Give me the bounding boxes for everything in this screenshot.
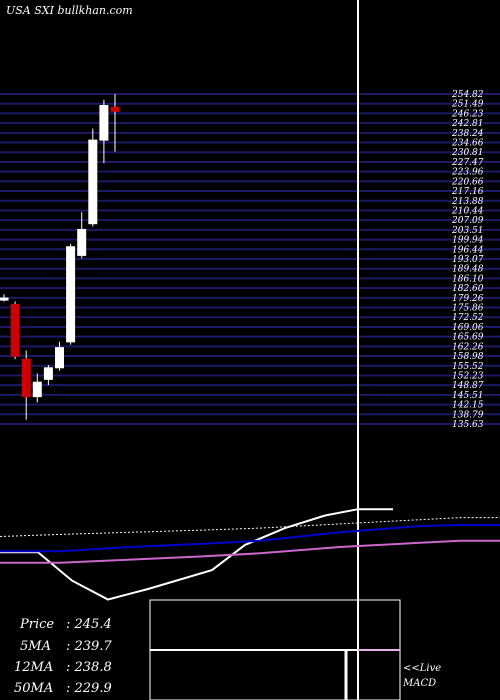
- price-tick-label: 246.23: [451, 109, 484, 119]
- candle-body: [10, 303, 20, 357]
- candle-body: [43, 367, 53, 380]
- candle-body: [0, 297, 9, 301]
- info-ma5-value: : 239.7: [66, 639, 112, 654]
- price-tick-label: 196.44: [452, 245, 484, 255]
- price-tick-label: 175.86: [452, 304, 484, 314]
- price-tick-label: 162.26: [452, 342, 484, 352]
- price-tick-label: 179.26: [452, 294, 484, 304]
- price-tick-label: 155.52: [452, 362, 484, 372]
- price-tick-label: 213.88: [451, 197, 484, 207]
- price-tick-label: 172.52: [452, 313, 484, 323]
- candle-body: [88, 139, 98, 225]
- price-tick-label: 199.94: [452, 236, 484, 246]
- price-tick-label: 242.81: [451, 119, 484, 129]
- price-tick-label: 193.07: [452, 255, 484, 265]
- price-tick-label: 251.49: [451, 100, 484, 110]
- candle-body: [110, 106, 120, 112]
- price-gridlines: [0, 93, 500, 425]
- candle-body: [77, 228, 87, 256]
- price-tick-label: 142.15: [452, 401, 484, 411]
- indicator-series-line: [0, 523, 500, 553]
- indicator-panel: [0, 508, 500, 601]
- price-tick-label: 223.96: [451, 168, 484, 178]
- candle-body: [21, 358, 31, 398]
- price-tick-label: 138.79: [452, 410, 484, 420]
- info-ma12-label: 12MA: [14, 660, 53, 675]
- info-ma12-value: : 238.8: [66, 660, 112, 675]
- price-tick-label: 148.87: [452, 381, 484, 391]
- candle-body: [55, 347, 64, 369]
- price-tick-label: 152.23: [452, 371, 484, 381]
- price-tick-label: 238.24: [451, 129, 484, 139]
- candles: [0, 94, 120, 420]
- price-tick-labels: 254.82251.49246.23242.81238.24234.66230.…: [451, 90, 484, 430]
- info-price-value: : 245.4: [66, 617, 112, 632]
- price-tick-label: 203.51: [451, 226, 484, 236]
- info-ma50-label: 50MA: [14, 681, 53, 696]
- price-tick-label: 165.69: [452, 333, 484, 343]
- indicator-series-line: [0, 539, 500, 564]
- indicator-series-line: [0, 517, 500, 537]
- price-tick-label: 135.63: [452, 420, 484, 430]
- indicator-series-line: [0, 508, 393, 601]
- price-tick-label: 230.81: [451, 148, 484, 158]
- candle-body: [32, 381, 42, 398]
- price-tick-label: 158.98: [452, 352, 484, 362]
- price-tick-label: 210.44: [451, 206, 484, 216]
- price-tick-label: 145.51: [452, 391, 484, 401]
- price-tick-label: 254.82: [451, 90, 484, 100]
- macd-label: MACD: [402, 678, 436, 689]
- price-tick-label: 220.66: [451, 177, 484, 187]
- price-tick-label: 189.48: [452, 265, 484, 275]
- price-tick-label: 217.16: [451, 187, 484, 197]
- candle-body: [66, 246, 76, 343]
- candle-body: [99, 105, 109, 141]
- info-price-label: Price: [19, 617, 54, 632]
- live-label: <<Live: [403, 663, 441, 674]
- price-tick-label: 186.10: [452, 274, 484, 284]
- info-ma5-label: 5MA: [20, 639, 51, 654]
- price-tick-label: 169.06: [452, 323, 484, 333]
- price-tick-label: 182.60: [452, 284, 484, 294]
- chart-title: USA SXI bullkhan.com: [6, 4, 133, 17]
- price-tick-label: 227.47: [451, 158, 484, 168]
- price-tick-label: 207.09: [451, 216, 484, 226]
- info-ma50-value: : 229.9: [66, 681, 112, 696]
- price-tick-label: 234.66: [451, 139, 484, 149]
